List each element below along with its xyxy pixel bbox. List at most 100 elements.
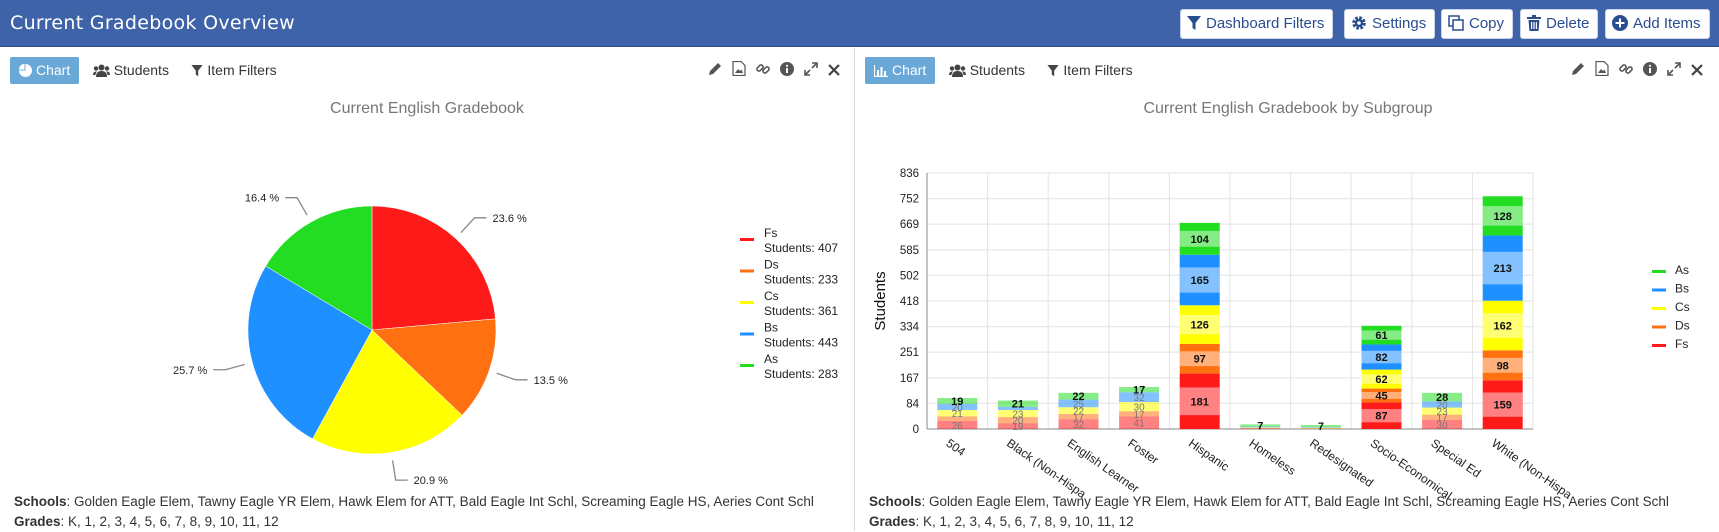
tab-chart[interactable]: Chart (865, 57, 935, 84)
pie-chart-title: Current English Gradebook (0, 100, 854, 118)
gear-icon (1351, 15, 1367, 31)
filter-icon (1047, 65, 1059, 77)
pie-slice-fs[interactable] (372, 206, 495, 330)
bar-value-label: 17 (1133, 385, 1145, 397)
legend-swatch (1652, 344, 1666, 347)
y-tick-label: 752 (900, 194, 919, 206)
x-tick-label: 504 (944, 436, 969, 459)
y-tick-label: 334 (900, 322, 920, 334)
pie-leader-line (461, 218, 486, 233)
dashboard-filters-label: Dashboard Filters (1206, 15, 1324, 32)
close-icon[interactable] (828, 63, 844, 79)
bar-value-label: 159 (1494, 400, 1512, 412)
legend-students: Students: 233 (764, 273, 838, 287)
panel-tabs: Chart Students Item Filters (865, 57, 1142, 84)
info-icon[interactable] (780, 62, 796, 78)
legend-swatch (740, 270, 754, 273)
bar-value-label: 23 (1012, 410, 1024, 421)
legend-swatch (740, 364, 754, 367)
legend-label[interactable]: Cs (1675, 300, 1690, 314)
tab-item-filters-label: Item Filters (207, 62, 276, 78)
pencil-icon[interactable] (1571, 62, 1587, 78)
bar-value-label: 61 (1375, 330, 1387, 342)
legend-students: Students: 407 (764, 241, 838, 255)
x-tick-label: Homeless (1247, 436, 1299, 478)
export-image-icon[interactable] (732, 61, 748, 77)
schools-list: : Golden Eagle Elem, Tawny Eagle YR Elem… (67, 494, 814, 509)
x-tick-label: Hispanic (1186, 436, 1232, 474)
bar-value-label: 7 (1257, 420, 1263, 432)
legend-label[interactable]: Ds (764, 258, 779, 272)
pie-leader-line (213, 365, 244, 370)
link-icon[interactable] (756, 62, 772, 78)
tab-chart[interactable]: Chart (10, 57, 79, 84)
legend-label[interactable]: As (764, 352, 778, 366)
tab-students[interactable]: Students (940, 57, 1034, 84)
pie-percent-label: 20.9 % (414, 475, 448, 487)
bar-value-label: 126 (1191, 320, 1209, 332)
pie-chart: 23.6 %13.5 %20.9 %25.7 %16.4 %FsStudents… (0, 118, 855, 488)
legend-label[interactable]: Ds (1675, 319, 1690, 333)
bar-value-label: 28 (1436, 392, 1448, 404)
legend-label[interactable]: Cs (764, 289, 779, 303)
grades-label: Grades (14, 514, 61, 529)
delete-label: Delete (1546, 15, 1589, 32)
y-tick-label: 502 (900, 270, 919, 282)
pie-percent-label: 25.7 % (173, 365, 207, 377)
legend-swatch (1652, 270, 1666, 273)
bar-value-label: 98 (1497, 360, 1509, 372)
tab-students[interactable]: Students (84, 57, 178, 84)
schools-label: Schools (14, 494, 67, 509)
legend-students: Students: 283 (764, 367, 838, 381)
tab-chart-label: Chart (892, 62, 926, 78)
delete-button[interactable]: Delete (1520, 9, 1598, 39)
y-tick-label: 669 (900, 219, 919, 231)
plus-circle-icon (1612, 15, 1628, 31)
tab-chart-label: Chart (36, 62, 70, 78)
info-icon[interactable] (1643, 62, 1659, 78)
legend-label[interactable]: Fs (1675, 337, 1688, 351)
bar-value-label: 26 (952, 421, 964, 432)
legend-swatch (1652, 307, 1666, 310)
y-tick-label: 0 (913, 424, 919, 436)
y-tick-label: 251 (900, 347, 919, 359)
settings-button[interactable]: Settings (1344, 9, 1435, 39)
page-title: Current Gradebook Overview (10, 12, 295, 34)
schools-list: : Golden Eagle Elem, Tawny Eagle YR Elem… (922, 494, 1669, 509)
link-icon[interactable] (1619, 62, 1635, 78)
y-tick-label: 836 (900, 168, 919, 180)
bar-chart-icon (874, 65, 888, 77)
panel-footer: Schools: Golden Eagle Elem, Tawny Eagle … (869, 492, 1669, 532)
pie-leader-line (285, 198, 307, 215)
bar-chart: 084167251334418502585669752836Students26… (857, 118, 1719, 530)
copy-label: Copy (1469, 15, 1504, 32)
expand-icon[interactable] (804, 62, 820, 78)
pie-leader-line (393, 460, 408, 480)
copy-button[interactable]: Copy (1441, 9, 1513, 39)
panel-tabs: Chart Students Item Filters (10, 57, 286, 84)
bar-value-label: 97 (1194, 354, 1206, 366)
bar-value-label: 22 (1072, 391, 1084, 403)
tab-item-filters[interactable]: Item Filters (1038, 57, 1141, 84)
export-image-icon[interactable] (1595, 61, 1611, 77)
tab-item-filters[interactable]: Item Filters (182, 57, 285, 84)
dashboard-filters-button[interactable]: Dashboard Filters (1180, 9, 1333, 39)
pencil-icon[interactable] (708, 62, 724, 78)
bar-value-label: 7 (1318, 421, 1324, 433)
y-tick-label: 167 (900, 373, 919, 385)
grades-list: : K, 1, 2, 3, 4, 5, 6, 7, 8, 9, 10, 11, … (61, 514, 279, 529)
expand-icon[interactable] (1667, 62, 1683, 78)
add-items-button[interactable]: Add Items (1605, 9, 1710, 39)
legend-label[interactable]: As (1675, 263, 1689, 277)
x-tick-label: Foster (1125, 436, 1161, 467)
legend-label[interactable]: Bs (1675, 282, 1689, 296)
add-items-label: Add Items (1633, 15, 1701, 32)
bar-value-label: 82 (1375, 352, 1387, 364)
legend-label[interactable]: Fs (764, 226, 777, 240)
panel-toolbar (1563, 61, 1707, 81)
y-tick-label: 418 (900, 296, 919, 308)
legend-label[interactable]: Bs (764, 321, 778, 335)
pie-percent-label: 16.4 % (245, 193, 279, 205)
close-icon[interactable] (1691, 63, 1707, 79)
pie-percent-label: 13.5 % (534, 375, 568, 387)
